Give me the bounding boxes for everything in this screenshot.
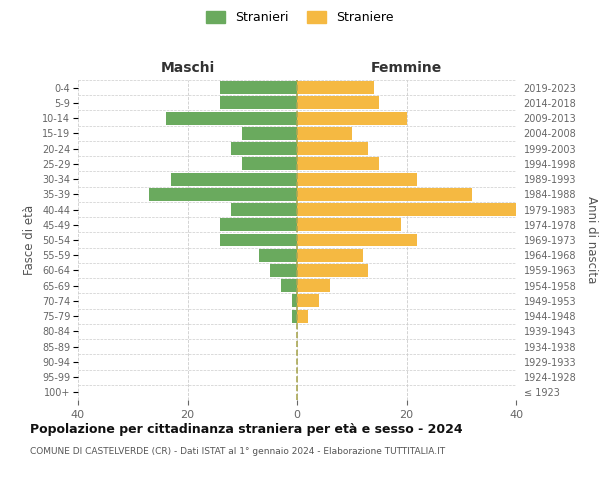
Bar	[297, 310, 308, 322]
Y-axis label: Anni di nascita: Anni di nascita	[585, 196, 598, 284]
Bar	[297, 158, 379, 170]
Bar	[269, 264, 297, 277]
Bar	[297, 264, 368, 277]
Bar	[297, 279, 330, 292]
Bar	[297, 127, 352, 140]
Bar	[297, 294, 319, 308]
Bar	[166, 112, 297, 124]
Bar	[149, 188, 297, 201]
Bar	[297, 96, 379, 110]
Bar	[220, 96, 297, 110]
Bar	[297, 81, 374, 94]
Bar	[292, 294, 297, 308]
Bar	[297, 234, 418, 246]
Bar	[171, 172, 297, 186]
Text: Femmine: Femmine	[371, 62, 442, 76]
Bar	[259, 249, 297, 262]
Bar	[292, 310, 297, 322]
Bar	[220, 81, 297, 94]
Bar	[297, 112, 407, 124]
Bar	[297, 203, 516, 216]
Bar	[242, 158, 297, 170]
Bar	[297, 249, 363, 262]
Bar	[281, 279, 297, 292]
Text: COMUNE DI CASTELVERDE (CR) - Dati ISTAT al 1° gennaio 2024 - Elaborazione TUTTIT: COMUNE DI CASTELVERDE (CR) - Dati ISTAT …	[30, 448, 445, 456]
Bar	[242, 127, 297, 140]
Bar	[220, 234, 297, 246]
Bar	[232, 142, 297, 155]
Bar	[297, 188, 472, 201]
Text: Maschi: Maschi	[160, 62, 215, 76]
Bar	[297, 142, 368, 155]
Text: Popolazione per cittadinanza straniera per età e sesso - 2024: Popolazione per cittadinanza straniera p…	[30, 422, 463, 436]
Bar	[220, 218, 297, 231]
Bar	[297, 172, 418, 186]
Bar	[297, 218, 401, 231]
Y-axis label: Fasce di età: Fasce di età	[23, 205, 37, 275]
Bar	[232, 203, 297, 216]
Legend: Stranieri, Straniere: Stranieri, Straniere	[206, 11, 394, 24]
